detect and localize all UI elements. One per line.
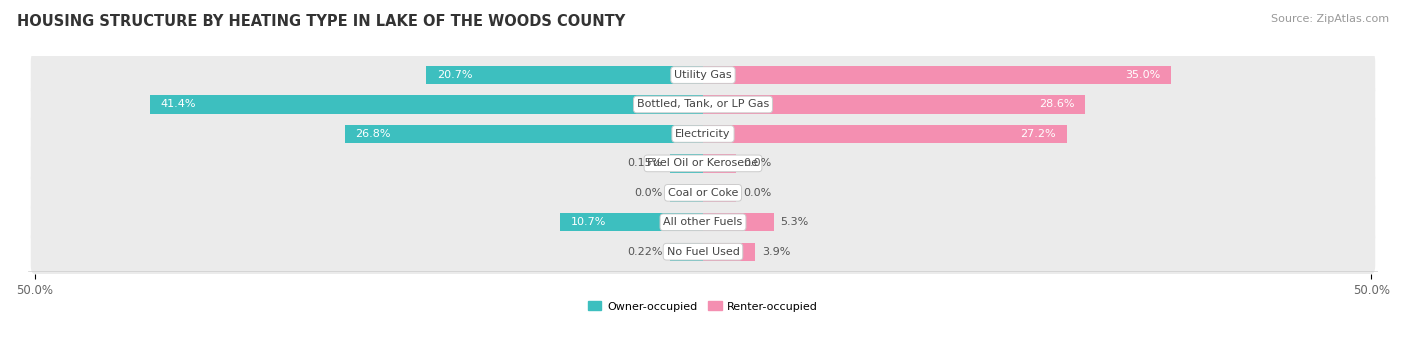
Text: 28.6%: 28.6% [1039, 100, 1074, 109]
Bar [703, 66, 1171, 84]
Text: Coal or Coke: Coal or Coke [668, 188, 738, 198]
FancyBboxPatch shape [31, 112, 1375, 156]
Text: 20.7%: 20.7% [437, 70, 472, 80]
Bar [703, 125, 1067, 143]
Text: 0.0%: 0.0% [744, 188, 772, 198]
Bar [703, 213, 773, 232]
Text: 10.7%: 10.7% [571, 217, 606, 227]
Bar [703, 95, 1085, 114]
Text: Source: ZipAtlas.com: Source: ZipAtlas.com [1271, 14, 1389, 24]
Bar [669, 242, 703, 261]
Bar [560, 213, 703, 232]
Bar [344, 125, 703, 143]
Bar [426, 66, 703, 84]
Bar [149, 95, 703, 114]
Text: 0.15%: 0.15% [627, 158, 662, 168]
Text: 27.2%: 27.2% [1021, 129, 1056, 139]
Legend: Owner-occupied, Renter-occupied: Owner-occupied, Renter-occupied [583, 297, 823, 316]
Text: HOUSING STRUCTURE BY HEATING TYPE IN LAKE OF THE WOODS COUNTY: HOUSING STRUCTURE BY HEATING TYPE IN LAK… [17, 14, 626, 29]
Text: Utility Gas: Utility Gas [675, 70, 731, 80]
Text: 0.0%: 0.0% [744, 158, 772, 168]
Text: 41.4%: 41.4% [160, 100, 195, 109]
Text: Bottled, Tank, or LP Gas: Bottled, Tank, or LP Gas [637, 100, 769, 109]
Text: 35.0%: 35.0% [1125, 70, 1160, 80]
Text: Electricity: Electricity [675, 129, 731, 139]
Bar [703, 154, 737, 173]
Text: No Fuel Used: No Fuel Used [666, 247, 740, 257]
Bar [703, 242, 755, 261]
Text: 5.3%: 5.3% [780, 217, 808, 227]
Text: Fuel Oil or Kerosene: Fuel Oil or Kerosene [647, 158, 759, 168]
Text: 0.0%: 0.0% [634, 188, 662, 198]
Text: 0.22%: 0.22% [627, 247, 662, 257]
Text: All other Fuels: All other Fuels [664, 217, 742, 227]
Bar [703, 184, 737, 202]
FancyBboxPatch shape [31, 170, 1375, 215]
Text: 26.8%: 26.8% [356, 129, 391, 139]
Bar [669, 184, 703, 202]
FancyBboxPatch shape [31, 200, 1375, 244]
FancyBboxPatch shape [31, 53, 1375, 98]
Bar [669, 154, 703, 173]
Text: 3.9%: 3.9% [762, 247, 790, 257]
FancyBboxPatch shape [31, 82, 1375, 127]
FancyBboxPatch shape [31, 141, 1375, 186]
FancyBboxPatch shape [31, 229, 1375, 274]
